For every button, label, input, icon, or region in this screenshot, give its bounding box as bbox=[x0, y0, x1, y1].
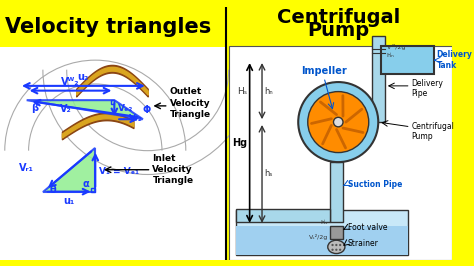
Circle shape bbox=[334, 117, 343, 127]
Circle shape bbox=[331, 249, 334, 251]
Text: u₂: u₂ bbox=[77, 72, 89, 82]
Text: α: α bbox=[82, 179, 89, 189]
Circle shape bbox=[335, 249, 337, 251]
Text: Hg: Hg bbox=[232, 138, 247, 148]
Ellipse shape bbox=[328, 240, 345, 253]
Text: Vᵣ₁: Vᵣ₁ bbox=[18, 163, 33, 173]
Text: Inlet
Velocity
Triangle: Inlet Velocity Triangle bbox=[153, 154, 193, 185]
Text: Impeller: Impeller bbox=[301, 66, 347, 76]
Circle shape bbox=[339, 244, 341, 246]
Circle shape bbox=[298, 82, 378, 162]
FancyBboxPatch shape bbox=[0, 7, 226, 47]
FancyBboxPatch shape bbox=[228, 46, 452, 260]
FancyBboxPatch shape bbox=[237, 209, 330, 222]
Text: V₁ = Vₑ₁: V₁ = Vₑ₁ bbox=[99, 167, 139, 176]
FancyBboxPatch shape bbox=[237, 210, 408, 255]
Circle shape bbox=[335, 244, 337, 246]
Circle shape bbox=[331, 244, 334, 246]
Circle shape bbox=[308, 92, 369, 153]
Text: V₂: V₂ bbox=[60, 104, 72, 114]
Text: β: β bbox=[31, 103, 38, 113]
Text: Centrifugal
Pump: Centrifugal Pump bbox=[411, 122, 455, 141]
FancyBboxPatch shape bbox=[330, 226, 343, 239]
FancyBboxPatch shape bbox=[381, 46, 434, 74]
FancyBboxPatch shape bbox=[372, 36, 385, 122]
Text: Vᵂ₂: Vᵂ₂ bbox=[61, 77, 80, 87]
Text: hⁱₙ: hⁱₙ bbox=[387, 53, 394, 58]
Text: Strainer: Strainer bbox=[348, 239, 379, 248]
Text: Φ: Φ bbox=[143, 105, 151, 115]
Text: u₁: u₁ bbox=[63, 196, 74, 206]
Text: Hₛ: Hₛ bbox=[237, 87, 247, 95]
Text: Vᵣ₂: Vᵣ₂ bbox=[128, 114, 143, 123]
Text: hⁱₛ: hⁱₛ bbox=[320, 221, 328, 225]
FancyBboxPatch shape bbox=[381, 46, 385, 59]
Text: Vᵈ²/2g: Vᵈ²/2g bbox=[387, 44, 406, 50]
Polygon shape bbox=[27, 100, 143, 119]
Polygon shape bbox=[43, 148, 95, 192]
Text: Foot valve: Foot valve bbox=[348, 223, 387, 232]
FancyBboxPatch shape bbox=[0, 47, 226, 260]
Text: Outlet
Velocity
Triangle: Outlet Velocity Triangle bbox=[170, 88, 211, 119]
Text: Vₑ₂: Vₑ₂ bbox=[118, 104, 134, 113]
Text: Delivery
Pipe: Delivery Pipe bbox=[411, 79, 444, 98]
Text: Pump: Pump bbox=[307, 21, 369, 40]
Text: θ: θ bbox=[50, 185, 56, 195]
Text: hₛ: hₛ bbox=[264, 169, 273, 178]
Text: Suction Pipe: Suction Pipe bbox=[348, 180, 402, 189]
FancyBboxPatch shape bbox=[237, 226, 408, 255]
FancyBboxPatch shape bbox=[330, 162, 343, 222]
Text: Delivery
Tank: Delivery Tank bbox=[437, 51, 472, 70]
Text: Centrifugal: Centrifugal bbox=[277, 8, 400, 27]
Text: hₙ: hₙ bbox=[264, 87, 273, 95]
Text: Velocity triangles: Velocity triangles bbox=[5, 17, 211, 37]
Circle shape bbox=[339, 249, 341, 251]
Text: Vₛ²/2g: Vₛ²/2g bbox=[309, 234, 328, 240]
